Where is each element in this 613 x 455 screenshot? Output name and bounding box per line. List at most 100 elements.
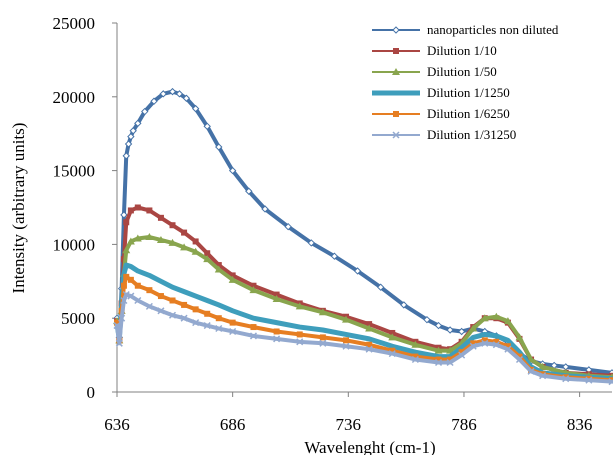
data-point [192,306,199,313]
data-point [215,315,222,322]
x-tick-label: 636 [104,415,130,434]
data-point [169,297,176,304]
x-tick-label: 786 [451,415,477,434]
legend-label: Dilution 1/1250 [427,85,510,100]
data-point [273,291,280,298]
data-point [434,321,443,330]
data-point [204,250,211,257]
data-point [228,275,237,283]
data-point [192,319,200,327]
series-1 [113,87,613,377]
series-line [115,89,613,375]
data-point [191,247,200,255]
data-point [539,372,547,380]
data-point [492,312,501,320]
data-point [169,222,176,229]
data-point [133,234,142,242]
data-point [157,293,164,300]
x-tick-label: 836 [567,415,593,434]
data-point [250,324,257,331]
x-tick-label: 686 [220,415,246,434]
data-point [214,265,223,273]
legend-label: Dilution 1/10 [427,43,497,58]
data-point [124,140,133,148]
data-point [272,295,281,303]
series-line [114,262,613,382]
data-point [127,292,135,300]
data-point [538,362,547,370]
data-point [120,296,128,305]
data-point [122,246,131,254]
data-point [400,301,408,309]
data-point [480,314,489,322]
data-point [412,353,419,360]
data-point [168,311,177,319]
legend-label: Dilution 1/50 [427,64,497,79]
data-point [469,324,478,332]
data-point [228,166,237,175]
data-point [273,335,281,343]
data-point [388,333,397,341]
data-point [229,272,236,279]
data-point [157,214,164,221]
data-point [481,337,488,344]
data-point [129,127,137,135]
data-point [122,291,130,299]
data-point [215,143,223,151]
data-point [273,328,280,335]
data-point [215,262,222,269]
data-point [159,90,167,98]
data-point [365,345,373,353]
data-point [127,207,134,214]
data-point [341,315,350,323]
data-point [180,243,189,251]
data-point [114,319,120,326]
series-3 [113,233,613,381]
y-tick-label: 10000 [53,235,96,254]
x-axis-title: Wavelenght (cm-1) [304,438,435,455]
y-tick-label: 0 [87,383,96,402]
data-point [118,314,126,322]
data-point [120,211,128,219]
data-point [123,273,130,280]
data-point [168,87,177,96]
data-point [295,302,304,310]
data-point [249,332,258,340]
data-point [284,222,292,231]
series-6 [113,291,613,386]
data-point [203,255,212,263]
legend-entry: Dilution 1/31250 [372,127,516,142]
data-point [515,355,524,364]
data-point [134,204,141,211]
data-point [150,97,158,105]
x-tick-label: 736 [336,415,362,434]
data-point [376,283,385,291]
data-point [113,322,121,330]
data-point [342,342,350,350]
legend: nanoparticles non diluted Dilution 1/10 Di… [372,22,559,142]
data-point [608,378,613,386]
data-point [515,333,524,341]
legend-entry: Dilution 1/6250 [372,106,510,121]
data-point [168,238,177,246]
data-point [127,276,134,283]
data-point [203,122,211,131]
series-5 [114,273,613,384]
data-point [229,327,237,336]
data-point [411,340,420,348]
y-tick-label: 15000 [53,162,96,181]
data-point [458,351,466,359]
y-tick-label: 5000 [61,309,95,328]
data-point-legend [393,111,399,117]
data-point [411,355,419,364]
data-point [180,314,188,322]
data-point [446,358,454,367]
data-point [389,329,396,336]
data-point [389,347,396,354]
data-point [249,286,258,294]
legend-entry: Dilution 1/1250 [372,85,510,100]
data-point [134,119,142,128]
data-point [423,315,431,324]
series-4 [114,262,613,382]
